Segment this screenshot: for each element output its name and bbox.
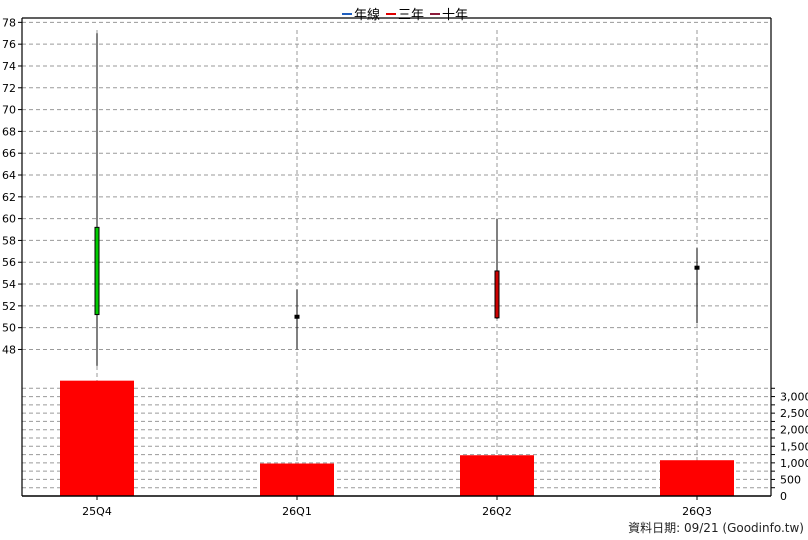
candle-body-26Q3 [694, 265, 700, 270]
candle-body-26Q2 [494, 270, 500, 319]
x-tick-labels: 25Q4 26Q1 26Q2 26Q3 [82, 505, 712, 518]
price-tick-label: 70 [2, 104, 16, 117]
volume-bar-25Q4 [60, 380, 134, 496]
legend-label-0: 年線 [354, 7, 380, 23]
price-grid [22, 21, 771, 350]
legend-label-1: 三年 [398, 8, 424, 23]
price-tick-label: 56 [2, 256, 16, 269]
axes [18, 17, 775, 500]
volume-bars [60, 380, 734, 496]
x-tick-label-26Q1: 26Q1 [282, 505, 312, 518]
price-tick-label: 68 [2, 125, 16, 138]
legend-label-2: 十年 [442, 8, 468, 23]
price-tick-label: 62 [2, 191, 16, 204]
price-tick-label: 76 [2, 38, 16, 51]
volume-tick-labels: 0 500 1,000 1,500 2,000 2,500 3,000 [780, 391, 808, 503]
candle-body-25Q4 [94, 226, 100, 316]
price-tick-label: 72 [2, 82, 16, 95]
price-tick-label: 78 [2, 16, 16, 29]
volume-tick-label: 2,500 [780, 407, 808, 420]
volume-tick-label: 2,000 [780, 424, 808, 437]
price-tick-label: 54 [2, 278, 16, 291]
volume-tick-label: 500 [780, 473, 801, 486]
volume-tick-label: 1,500 [780, 440, 808, 453]
price-tick-label: 50 [2, 322, 16, 335]
price-tick-label: 48 [2, 343, 16, 356]
data-date-footer: 資料日期: 09/21 (Goodinfo.tw) [628, 521, 804, 535]
volume-bar-26Q3 [660, 460, 734, 496]
price-tick-label: 60 [2, 213, 16, 226]
candle-body-26Q1 [294, 314, 300, 319]
volume-bar-26Q1 [260, 463, 334, 496]
price-tick-label: 52 [2, 300, 16, 313]
price-tick-label: 64 [2, 169, 16, 182]
price-tick-label: 66 [2, 147, 16, 160]
price-candles [94, 33, 700, 366]
price-tick-labels: 48 50 52 54 56 58 60 62 64 66 68 70 72 74 76 78 [2, 16, 16, 356]
x-tick-label-25Q4: 25Q4 [82, 505, 112, 518]
volume-tick-label: 1,000 [780, 457, 808, 470]
legend: 年線 三年 十年 [342, 7, 468, 23]
volume-bar-26Q2 [460, 455, 534, 496]
price-tick-label: 58 [2, 234, 16, 247]
price-tick-label: 74 [2, 60, 16, 73]
volume-tick-label: 3,000 [780, 391, 808, 404]
volume-tick-label: 0 [780, 490, 787, 503]
x-tick-label-26Q2: 26Q2 [482, 505, 512, 518]
category-gridlines [96, 30, 698, 496]
x-tick-label-26Q3: 26Q3 [682, 505, 712, 518]
volume-grid [22, 387, 771, 489]
